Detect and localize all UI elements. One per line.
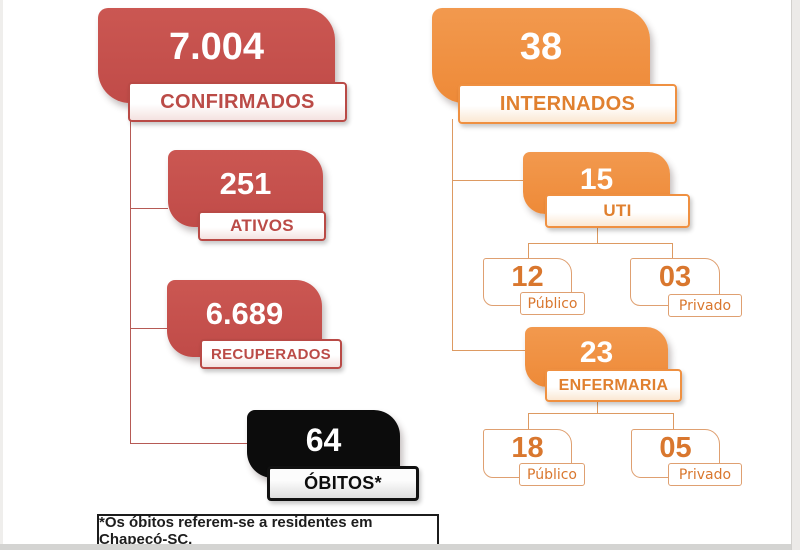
ativos-value: 251 [219,166,272,201]
connector-uti-bar [528,243,672,244]
connector-branch-uti [452,180,523,181]
uti-publico-value: 12 [511,260,544,293]
connector-enf-drop-publico [528,413,529,429]
enfermaria-publico-value: 18 [511,432,544,464]
internados-label: INTERNADOS [458,84,677,124]
left-edge-strip [0,0,3,544]
obitos-label: ÓBITOS* [267,466,419,501]
obitos-value: 64 [305,422,342,458]
connector-branch-obitos [130,443,247,444]
connector-branch-enfermaria [452,350,525,351]
enfermaria-publico-label: Público [519,463,585,486]
connector-enf-drop-privado [673,413,674,429]
connector-right-vertical [452,119,453,351]
uti-privado-value: 03 [658,260,692,293]
connector-uti-stem [597,224,598,243]
footnote-box: *Os óbitos referem-se a residentes em Ch… [97,514,439,548]
confirmados-label: CONFIRMADOS [128,82,347,122]
enfermaria-privado-value: 05 [659,432,692,464]
enfermaria-label: ENFERMARIA [545,369,682,402]
enfermaria-privado-label: Privado [668,463,742,486]
ativos-label: ATIVOS [198,211,326,241]
recuperados-value: 6.689 [205,296,284,331]
enfermaria-value: 23 [579,336,614,369]
recuperados-label: RECUPERADOS [200,339,342,369]
internados-value: 38 [519,25,563,68]
connector-branch-recuperados [130,328,167,329]
connector-enf-bar [528,413,673,414]
confirmados-value: 7.004 [168,25,265,68]
connector-branch-ativos [130,208,168,209]
connector-enf-stem [597,398,598,413]
connector-uti-drop-privado [672,243,673,258]
uti-value: 15 [579,163,614,196]
bottom-edge-strip [0,544,791,550]
connector-left-vertical [130,119,131,444]
uti-publico-label: Público [520,292,585,315]
uti-privado-label: Privado [668,294,742,317]
uti-label: UTI [545,194,690,228]
connector-uti-drop-publico [528,243,529,258]
right-edge-strip [791,0,800,550]
